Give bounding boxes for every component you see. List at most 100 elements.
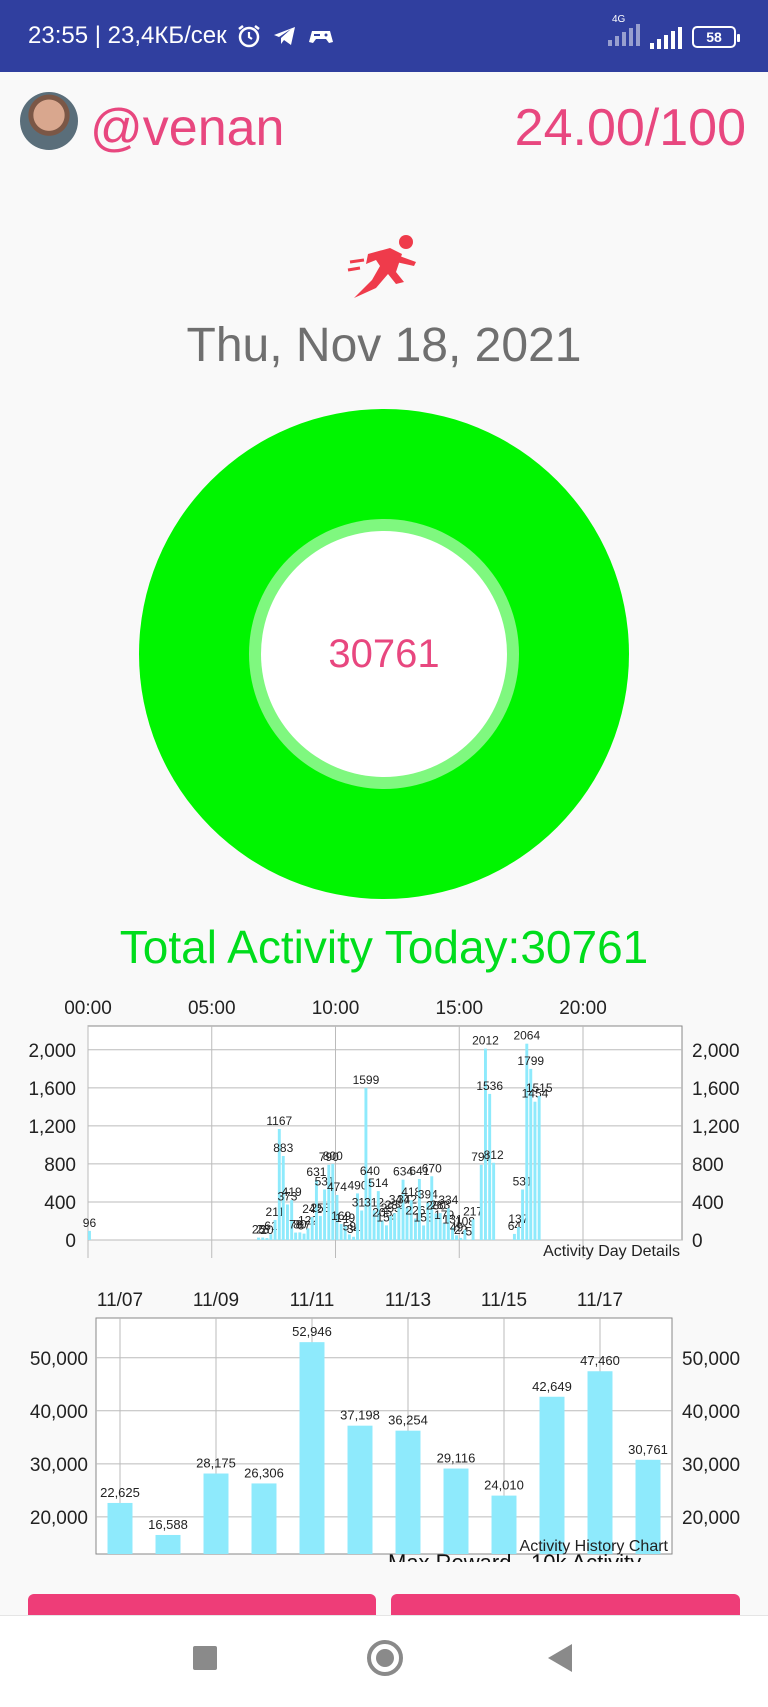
history-chart-y-tick-right: 40,000 (682, 1402, 740, 1423)
history-chart-data-label: 36,254 (388, 1413, 428, 1428)
day-chart-data-label: 149 (335, 1211, 355, 1225)
day-chart-bar (298, 1232, 302, 1240)
day-chart-bar (335, 1194, 339, 1240)
day-chart-bar (310, 1216, 314, 1240)
home-icon[interactable] (367, 1640, 403, 1676)
day-chart-bar (372, 1210, 376, 1240)
day-chart-data-label: 25 (252, 1223, 266, 1237)
day-chart-data-label: 1167 (266, 1114, 292, 1128)
day-chart-y-tick-right: 800 (692, 1155, 724, 1176)
activity-ring: 30761 (139, 409, 629, 899)
day-chart-bar (302, 1233, 306, 1240)
day-chart-bar (364, 1087, 368, 1240)
day-chart-bar (417, 1179, 421, 1240)
day-chart-data-label: 205 (372, 1206, 392, 1220)
history-chart-bar (347, 1425, 373, 1554)
day-chart-y-tick-right: 0 (692, 1231, 703, 1252)
activity-day-chart: 2,000 2,000 1,600 1,600 1,200 1,200 800 800 400 4… (0, 990, 768, 1260)
history-chart-data-label: 16,588 (148, 1517, 188, 1532)
history-chart-title: Activity History Chart (520, 1538, 669, 1555)
day-chart-bar (265, 1238, 269, 1240)
day-chart-data-label: 5 (466, 1225, 473, 1239)
day-chart-bar (451, 1227, 455, 1240)
day-chart-bar (380, 1220, 384, 1240)
day-chart-y-tick-left: 1,600 (28, 1079, 76, 1100)
day-chart-data-label: 373 (277, 1190, 297, 1204)
day-chart-bar (294, 1232, 298, 1240)
day-chart-y-tick-right: 1,200 (692, 1117, 740, 1138)
day-chart-data-label: 280 (426, 1198, 446, 1212)
day-chart-bar (385, 1225, 388, 1240)
history-chart-x-tick: 11/07 (97, 1290, 143, 1311)
history-chart-data-label: 29,116 (437, 1451, 476, 1466)
day-chart-title: Activity Day Details (543, 1243, 680, 1260)
history-chart-data-label: 30,761 (628, 1442, 668, 1457)
history-chart-y-tick-left: 50,000 (30, 1349, 88, 1370)
history-chart-bar (107, 1502, 133, 1554)
day-chart-bar (512, 1233, 516, 1240)
status-time-speed: 23:55 | 23,4КБ/сек (28, 22, 227, 49)
day-chart-bar (290, 1200, 294, 1240)
day-chart-data-label: 883 (273, 1141, 293, 1155)
history-chart-y-tick-right: 50,000 (682, 1349, 740, 1370)
ring-value: 30761 (261, 531, 507, 777)
day-chart-y-tick-left: 0 (65, 1231, 76, 1252)
day-chart-bar (516, 1226, 520, 1240)
activity-history-chart: 50,000 50,000 40,000 40,000 30,000 30,000 20,0… (0, 1282, 768, 1562)
day-chart-data-label: 812 (484, 1148, 504, 1162)
day-chart-x-tick: 05:00 (188, 998, 236, 1019)
day-chart-bar (479, 1164, 483, 1240)
day-chart-bar (393, 1213, 397, 1240)
day-chart-bar (409, 1200, 413, 1240)
day-chart-x-tick: 20:00 (559, 998, 607, 1019)
history-chart-x-tick: 11/17 (577, 1290, 623, 1311)
day-chart-data-label: 1515 (526, 1081, 553, 1095)
day-chart-data-label: 800 (323, 1149, 343, 1163)
day-chart-bar (356, 1193, 359, 1240)
day-chart-bar (442, 1222, 446, 1240)
day-chart-y-tick-right: 2,000 (692, 1041, 740, 1062)
day-chart-data-label: 1799 (517, 1054, 544, 1068)
day-chart-data-label: 96 (83, 1216, 97, 1230)
avatar[interactable] (20, 92, 78, 150)
history-chart-y-tick-left: 40,000 (30, 1402, 88, 1423)
day-chart-bar (327, 1164, 331, 1240)
day-chart-bar (434, 1213, 438, 1240)
history-chart-data-label: 24,010 (484, 1478, 524, 1493)
day-chart-bar (269, 1234, 273, 1240)
day-chart-data-label: 59 (343, 1219, 357, 1233)
day-chart-data-label: 49 (450, 1220, 464, 1234)
history-chart-y-tick-left: 30,000 (30, 1455, 88, 1476)
day-chart-data-label: 108 (455, 1215, 475, 1229)
history-chart-bar (395, 1430, 421, 1554)
alarm-icon (237, 25, 260, 48)
day-chart-y-tick-right: 1,600 (692, 1079, 740, 1100)
day-chart-bar (277, 1129, 281, 1240)
day-chart-bar (389, 1215, 393, 1240)
day-chart-data-label: 418 (401, 1185, 421, 1199)
day-chart-data-label: 490 (347, 1178, 367, 1192)
day-chart-bar (314, 1179, 318, 1240)
history-chart-y-tick-right: 30,000 (682, 1455, 740, 1476)
day-chart-data-label: 217 (463, 1204, 483, 1218)
day-chart-bar (484, 1048, 487, 1240)
recent-apps-icon[interactable] (193, 1646, 217, 1670)
day-chart-bar (257, 1237, 260, 1240)
day-chart-bar (463, 1229, 467, 1240)
day-chart-y-tick-left: 1,200 (28, 1117, 76, 1138)
day-chart-data-label: 670 (422, 1161, 442, 1175)
day-chart-y-tick-right: 400 (692, 1193, 724, 1214)
day-chart-data-label: 474 (327, 1180, 347, 1194)
day-chart-data-label: 26 (256, 1223, 270, 1237)
ring-inner-glow: 30761 (249, 519, 519, 789)
day-chart-bar (471, 1219, 475, 1240)
history-chart-x-tick: 11/15 (481, 1290, 527, 1311)
day-chart-data-label: 2064 (513, 1029, 540, 1043)
day-chart-x-tick: 10:00 (312, 998, 360, 1019)
signal-4g: 4G (608, 14, 640, 51)
day-chart-bar (360, 1210, 364, 1240)
day-chart-bar (352, 1236, 356, 1240)
day-chart-bar (438, 1213, 442, 1240)
back-icon[interactable] (548, 1644, 572, 1672)
navigation-bar (0, 1615, 768, 1707)
